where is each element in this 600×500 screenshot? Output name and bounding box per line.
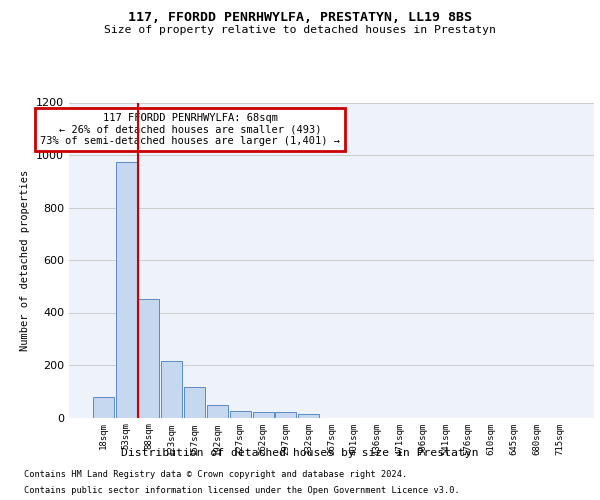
Text: Contains HM Land Registry data © Crown copyright and database right 2024.: Contains HM Land Registry data © Crown c… xyxy=(24,470,407,479)
Bar xyxy=(275,412,296,418)
Text: Size of property relative to detached houses in Prestatyn: Size of property relative to detached ho… xyxy=(104,25,496,35)
Y-axis label: Number of detached properties: Number of detached properties xyxy=(20,170,31,350)
Text: Contains public sector information licensed under the Open Government Licence v3: Contains public sector information licen… xyxy=(24,486,460,495)
Bar xyxy=(93,396,114,417)
Text: 117 FFORDD PENRHWYLFA: 68sqm
← 26% of detached houses are smaller (493)
73% of s: 117 FFORDD PENRHWYLFA: 68sqm ← 26% of de… xyxy=(40,113,340,146)
Bar xyxy=(253,412,274,418)
Bar xyxy=(207,405,228,417)
Text: 117, FFORDD PENRHWYLFA, PRESTATYN, LL19 8BS: 117, FFORDD PENRHWYLFA, PRESTATYN, LL19 … xyxy=(128,11,472,24)
Bar xyxy=(139,300,160,418)
Bar xyxy=(298,414,319,418)
Bar xyxy=(184,388,205,418)
Bar xyxy=(161,361,182,418)
Bar xyxy=(230,411,251,418)
Bar xyxy=(116,162,137,418)
Text: Distribution of detached houses by size in Prestatyn: Distribution of detached houses by size … xyxy=(121,448,479,458)
